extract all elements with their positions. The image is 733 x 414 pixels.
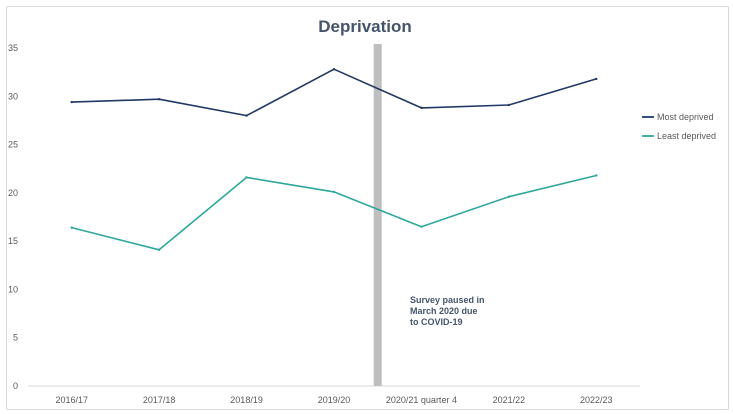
x-tick-label: 2022/23 [580, 395, 613, 405]
y-axis: 0 5 10 15 20 25 30 35 [8, 43, 18, 391]
data-point [332, 68, 336, 71]
y-tick-label: 0 [13, 381, 18, 391]
pause-bar [373, 44, 382, 386]
data-point [157, 97, 161, 101]
covid-pause-marker [373, 44, 382, 386]
annotation-line: to COVID-19 [410, 317, 463, 327]
series-line-least-deprived [71, 174, 597, 251]
series-line-most-deprived [71, 68, 597, 117]
annotation-line: Survey paused in [410, 295, 485, 305]
legend: Most deprived Least deprived [642, 112, 716, 141]
data-point [157, 248, 161, 252]
x-tick-label: 2016/17 [55, 395, 88, 405]
y-tick-label: 25 [8, 140, 18, 150]
series-lines [70, 68, 598, 252]
x-tick-label: 2017/18 [143, 395, 176, 405]
y-tick-label: 35 [8, 43, 18, 53]
data-point [245, 176, 248, 179]
x-tick-label: 2020/21 quarter 4 [386, 395, 457, 405]
chart-title: Deprivation [318, 17, 412, 36]
x-axis: 2016/17 2017/18 2018/19 2019/20 2020/21 quar… [28, 385, 640, 405]
y-tick-label: 15 [8, 236, 18, 246]
chart-frame [6, 6, 729, 410]
x-tick-label: 2019/20 [318, 395, 351, 405]
y-tick-label: 5 [13, 333, 18, 343]
x-tick-label: 2021/22 [493, 395, 526, 405]
data-point [507, 103, 511, 107]
data-point [420, 106, 423, 110]
legend-label: Most deprived [657, 112, 714, 122]
data-point [420, 225, 423, 228]
x-tick-label: 2018/19 [230, 395, 263, 405]
legend-label: Least deprived [657, 131, 716, 141]
data-point [332, 190, 336, 194]
data-point [70, 226, 73, 229]
data-point [507, 195, 511, 198]
data-point [595, 174, 598, 177]
annotation-line: March 2020 due [410, 306, 478, 316]
y-tick-label: 30 [8, 91, 18, 101]
data-point [595, 77, 598, 81]
y-tick-label: 20 [8, 188, 18, 198]
data-point [245, 114, 248, 117]
y-tick-label: 10 [8, 284, 18, 294]
data-point [70, 100, 73, 104]
